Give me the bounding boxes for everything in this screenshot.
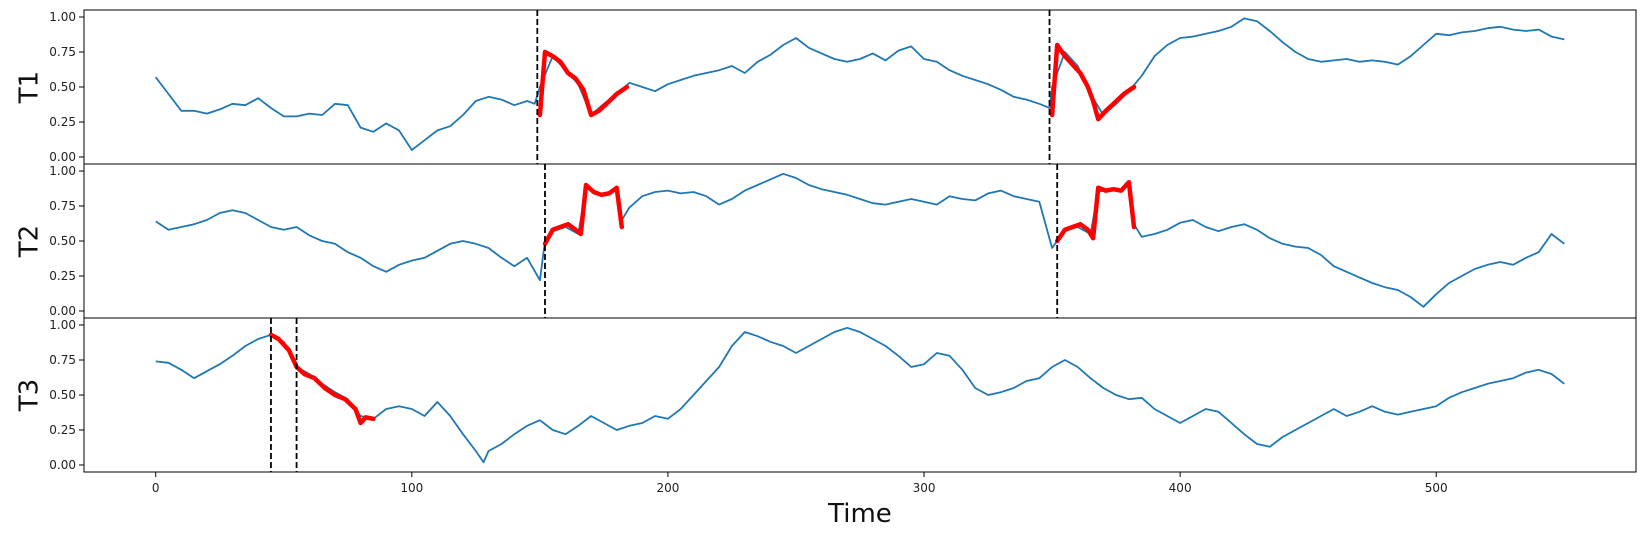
panels: 0.00 0.25 0.50 0.75 1.00 T1 0.00 0.25 0.50 0.75 1.… bbox=[15, 9, 1637, 473]
panel-frame bbox=[83, 9, 1637, 165]
y-tick-label: 1.00 bbox=[49, 318, 76, 332]
x-tick-label: 0 bbox=[152, 481, 160, 495]
series-line-t2 bbox=[155, 172, 1565, 308]
panel-frame bbox=[83, 163, 1637, 319]
x-axis: 0 100 200 300 400 500 bbox=[152, 472, 1448, 495]
y-tick-label: 0.25 bbox=[49, 423, 76, 437]
panel-label-t1: T1 bbox=[15, 71, 45, 104]
series-line-t3 bbox=[155, 326, 1565, 464]
x-tick-label: 300 bbox=[913, 481, 936, 495]
panel-label-t3: T3 bbox=[15, 379, 45, 412]
x-tick-label: 100 bbox=[400, 481, 423, 495]
panel-frame bbox=[83, 317, 1637, 473]
y-tick-label: 0.00 bbox=[49, 304, 76, 318]
y-tick-label: 0.75 bbox=[49, 353, 76, 367]
y-tick-label: 0.75 bbox=[49, 45, 76, 59]
x-tick-label: 400 bbox=[1169, 481, 1192, 495]
y-tick-label: 0.00 bbox=[49, 150, 76, 164]
y-tick-label: 0.50 bbox=[49, 388, 76, 402]
highlight-segment bbox=[1049, 42, 1137, 122]
highlight-segment bbox=[1054, 179, 1137, 244]
x-tick-label: 200 bbox=[656, 481, 679, 495]
panel-label-t2: T2 bbox=[15, 225, 45, 258]
y-tick-label: 0.25 bbox=[49, 269, 76, 283]
y-tick-label: 0.75 bbox=[49, 199, 76, 213]
y-tick-label: 1.00 bbox=[49, 164, 76, 178]
panel-t2: 0.00 0.25 0.50 0.75 1.00 T2 bbox=[15, 163, 1637, 319]
x-tick-label: 500 bbox=[1425, 481, 1448, 495]
x-axis-title: Time bbox=[827, 499, 892, 529]
panel-t1: 0.00 0.25 0.50 0.75 1.00 T1 bbox=[15, 9, 1637, 165]
highlight-segment bbox=[542, 182, 625, 247]
y-tick-label: 0.50 bbox=[49, 234, 76, 248]
y-tick-label: 1.00 bbox=[49, 10, 76, 24]
y-tick-label: 0.25 bbox=[49, 115, 76, 129]
panel-t3: 0.00 0.25 0.50 0.75 1.00 T3 bbox=[15, 317, 1637, 473]
y-tick-label: 0.50 bbox=[49, 80, 76, 94]
y-tick-label: 0.00 bbox=[49, 458, 76, 472]
series-line-t1 bbox=[154, 17, 1565, 151]
highlight-segment bbox=[268, 332, 376, 426]
highlight-segment bbox=[537, 49, 630, 118]
